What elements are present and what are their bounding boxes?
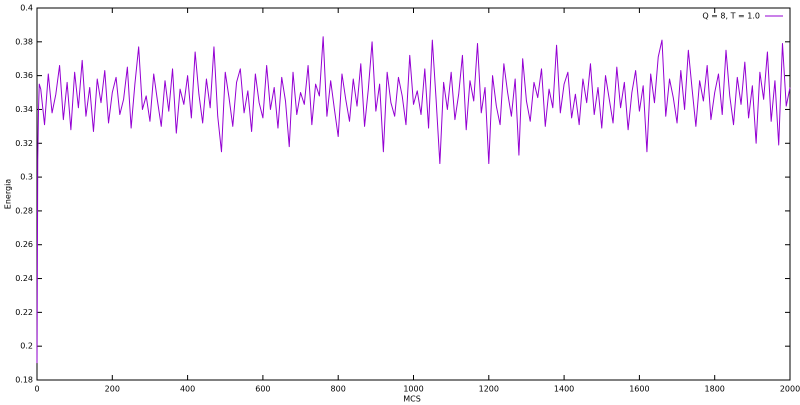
y-tick-label: 0.3: [20, 173, 33, 182]
y-axis-label: Energia: [4, 179, 13, 209]
x-tick-label: 1000: [403, 385, 423, 394]
y-tick-label: 0.2: [20, 342, 33, 351]
x-tick-label: 1400: [554, 385, 574, 394]
plot-frame: [36, 7, 791, 381]
y-tick-label: 0.36: [15, 71, 33, 80]
x-tick-label: 1800: [705, 385, 725, 394]
x-tick-label: 200: [105, 385, 120, 394]
x-tick-label: 400: [180, 385, 195, 394]
y-tick-label: 0.26: [15, 240, 33, 249]
y-tick-label: 0.28: [15, 206, 33, 215]
x-tick-label: 1600: [629, 385, 649, 394]
legend-label: Q = 8, T = 1.0: [702, 12, 760, 21]
x-tick-label: 600: [255, 385, 270, 394]
x-axis-label: MCS: [403, 395, 421, 404]
data-line: [36, 36, 791, 364]
y-tick-label: 0.4: [20, 4, 33, 13]
x-tick-label: 0: [34, 385, 39, 394]
y-tick-label: 0.22: [15, 308, 33, 317]
y-tick-label: 0.34: [15, 105, 33, 114]
x-tick-label: 1200: [479, 385, 499, 394]
y-tick-label: 0.24: [15, 274, 33, 283]
x-tick-label: 2000: [780, 385, 800, 394]
y-tick-label: 0.38: [15, 37, 33, 46]
y-tick-label: 0.18: [15, 376, 33, 385]
y-tick-label: 0.32: [15, 139, 33, 148]
x-tick-label: 800: [331, 385, 346, 394]
